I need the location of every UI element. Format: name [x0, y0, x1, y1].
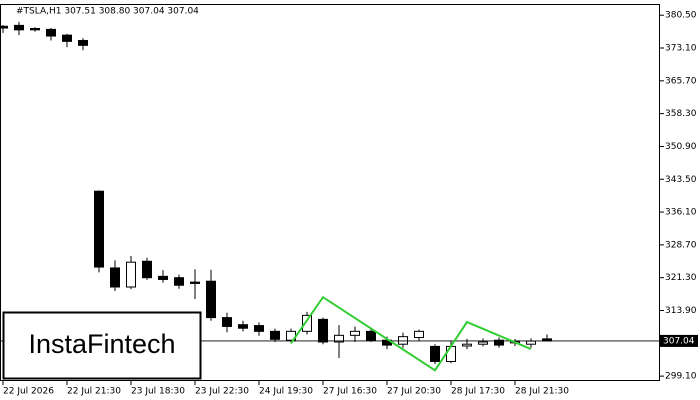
- candle-body: [174, 277, 184, 286]
- candle-body: [270, 330, 280, 340]
- x-tick-label: 22 Jul 2026: [3, 387, 54, 397]
- candle-body: [334, 334, 344, 343]
- candle-body: [350, 330, 360, 336]
- y-tick-label: 358.30: [665, 109, 697, 119]
- candle-body: [478, 341, 488, 345]
- candle-body: [302, 314, 312, 332]
- x-tick-label: 23 Jul 22:30: [195, 387, 249, 397]
- x-tick-label: 28 Jul 21:30: [515, 387, 569, 397]
- candle-body: [126, 261, 136, 288]
- candle-body: [158, 275, 168, 280]
- candle-body: [62, 34, 72, 42]
- x-tick-label: 23 Jul 18:30: [131, 387, 185, 397]
- y-tick-label: 321.30: [665, 273, 697, 283]
- candle-body: [142, 260, 152, 279]
- candle-body: [414, 330, 424, 339]
- candle-body: [462, 343, 472, 347]
- y-tick-label: 373.10: [665, 44, 697, 54]
- candle-body: [110, 267, 120, 288]
- candle-body: [254, 325, 264, 332]
- candle-body: [318, 318, 328, 343]
- watermark-box: [2, 311, 202, 380]
- candle-body: [398, 336, 408, 345]
- y-tick-label: 365.70: [665, 76, 697, 86]
- candle-body: [94, 190, 104, 268]
- candle-body: [0, 25, 8, 29]
- chart-title: #TSLA,H1 307.51 308.80 307.04 307.04: [16, 7, 199, 17]
- pattern-line: [290, 295, 532, 372]
- y-tick-label: 350.90: [665, 142, 697, 152]
- x-tick-label: 27 Jul 16:30: [323, 387, 377, 397]
- y-tick-label: 343.50: [665, 175, 697, 185]
- candle-body: [14, 24, 24, 31]
- candle-body: [366, 330, 376, 341]
- y-tick-label: 336.10: [665, 208, 697, 218]
- candle-body: [46, 28, 56, 37]
- last-price-tag: [660, 334, 698, 347]
- x-tick-label: 27 Jul 20:30: [387, 387, 441, 397]
- candle-body: [78, 39, 88, 46]
- x-tick-label: 24 Jul 19:30: [259, 387, 313, 397]
- x-tick-label: 22 Jul 21:30: [67, 387, 121, 397]
- candle-body: [526, 340, 536, 345]
- y-tick-label: 380.50: [665, 11, 697, 21]
- watermark: InstaFintech: [28, 329, 175, 359]
- candle-body: [238, 324, 248, 329]
- y-tick-label: 313.90: [665, 306, 697, 316]
- candle-body: [222, 317, 232, 327]
- candle-body: [430, 345, 440, 362]
- candle-body: [446, 345, 456, 362]
- last-price-label: 307.04: [663, 336, 695, 346]
- candle-body: [190, 281, 200, 284]
- candle-body: [30, 28, 40, 31]
- y-tick-label: 299.10: [665, 372, 697, 382]
- candle-body: [494, 339, 504, 346]
- x-tick-label: 28 Jul 17:30: [451, 387, 505, 397]
- candle-body: [206, 280, 216, 319]
- y-tick-label: 328.70: [665, 240, 697, 250]
